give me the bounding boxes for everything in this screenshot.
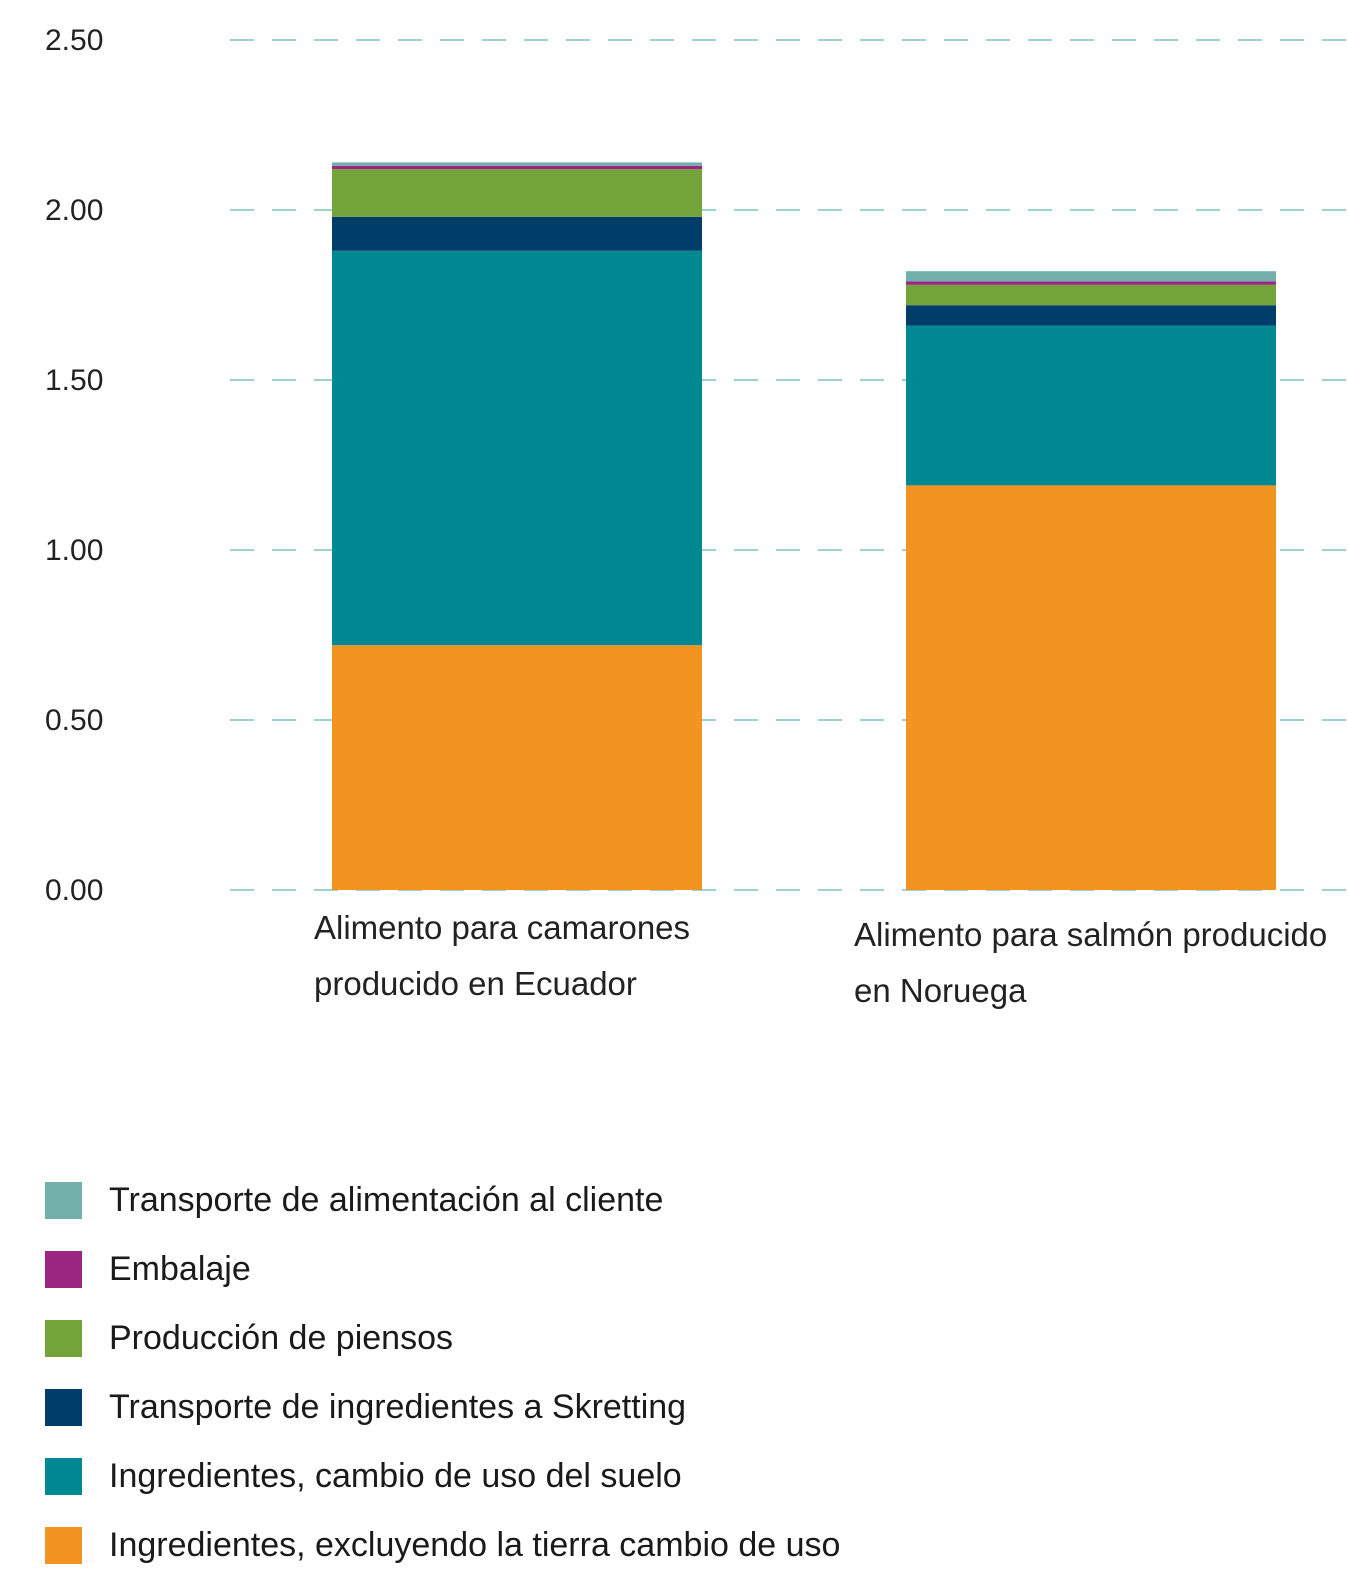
- x-category-label: en Noruega: [854, 972, 1027, 1009]
- x-axis-category-labels: Alimento para camarones producido en Ecua…: [314, 909, 1327, 1009]
- legend-swatch: [45, 1250, 82, 1288]
- legend-swatch: [45, 1388, 82, 1426]
- bar-segment: [332, 162, 702, 166]
- bar-segment: [906, 284, 1276, 306]
- y-tick-label: 1.00: [45, 534, 103, 567]
- y-tick-label: 2.50: [45, 24, 103, 57]
- legend-label: Ingredientes, cambio de uso del suelo: [109, 1456, 682, 1495]
- legend-label: Ingredientes, excluyendo la tierra cambi…: [109, 1525, 841, 1564]
- x-category-label: Alimento para camarones: [314, 909, 690, 946]
- y-axis-tick-labels: 0.00 0.50 1.00 1.50 2.00 2.50: [45, 24, 103, 907]
- bar-segment: [906, 325, 1276, 486]
- legend-swatch: [45, 1319, 82, 1357]
- bar-segment: [332, 169, 702, 217]
- bar-segment: [906, 271, 1276, 282]
- x-category-label: Alimento para salmón producido: [854, 916, 1327, 953]
- bar-segment: [332, 250, 702, 646]
- bar-segment: [332, 165, 702, 170]
- bars: [332, 162, 1276, 890]
- bar-segment: [906, 305, 1276, 326]
- x-category-label: producido en Ecuador: [314, 965, 637, 1002]
- legend-item: Transporte de alimentación al cliente: [45, 1180, 663, 1220]
- y-tick-label: 0.00: [45, 874, 103, 907]
- legend-swatch: [45, 1526, 82, 1564]
- legend-label: Embalaje: [109, 1249, 251, 1288]
- legend-item: Ingredientes, excluyendo la tierra cambi…: [45, 1525, 840, 1565]
- legend-label: Transporte de alimentación al cliente: [109, 1180, 664, 1219]
- bar-segment: [906, 485, 1276, 890]
- stacked-bar-chart: 0.00 0.50 1.00 1.50 2.00 2.50 Alimento para c…: [45, 24, 1348, 1009]
- legend-label: Transporte de ingredientes a Skretting: [109, 1387, 687, 1426]
- bar-segment: [332, 216, 702, 251]
- legend-swatch: [45, 1181, 82, 1219]
- legend-label: Producción de piensos: [109, 1318, 454, 1357]
- y-tick-label: 0.50: [45, 704, 103, 737]
- legend-item: Embalaje: [45, 1249, 251, 1289]
- bar-segment: [906, 281, 1276, 285]
- legend-swatch: [45, 1457, 82, 1495]
- y-tick-label: 1.50: [45, 364, 103, 397]
- legend-item: Producción de piensos: [45, 1318, 453, 1358]
- y-tick-label: 2.00: [45, 194, 103, 227]
- bar-segment: [332, 645, 702, 890]
- legend-item: Ingredientes, cambio de uso del suelo: [45, 1456, 682, 1496]
- legend-item: Transporte de ingredientes a Skretting: [45, 1387, 686, 1427]
